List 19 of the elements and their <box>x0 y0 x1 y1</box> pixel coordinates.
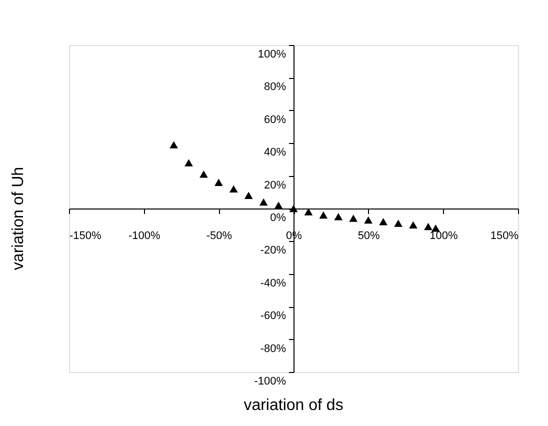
y-tick-label: 40% <box>264 146 286 159</box>
x-tick-label: -100% <box>128 230 160 242</box>
y-tick-label: -20% <box>260 244 286 257</box>
x-tick-label: 50% <box>358 230 380 242</box>
y-tick-label: -40% <box>260 277 286 290</box>
y-tick-label: 0% <box>270 212 286 224</box>
x-tick-label: 100% <box>430 230 458 242</box>
y-tick-label: -100% <box>254 376 286 388</box>
y-tick-label: 100% <box>258 48 286 60</box>
y-tick-label: 60% <box>264 114 286 126</box>
y-tick-label: 20% <box>264 179 286 192</box>
x-axis-title: variation of ds <box>244 397 344 414</box>
x-tick-label: 150% <box>490 230 519 242</box>
y-axis-title: variation of Uh <box>10 166 27 270</box>
y-tick-label: -60% <box>260 310 286 322</box>
x-tick-label: -150% <box>70 230 102 242</box>
y-tick-label: -80% <box>260 342 286 355</box>
x-tick-label: -50% <box>206 230 232 242</box>
y-tick-label: 80% <box>264 81 286 94</box>
